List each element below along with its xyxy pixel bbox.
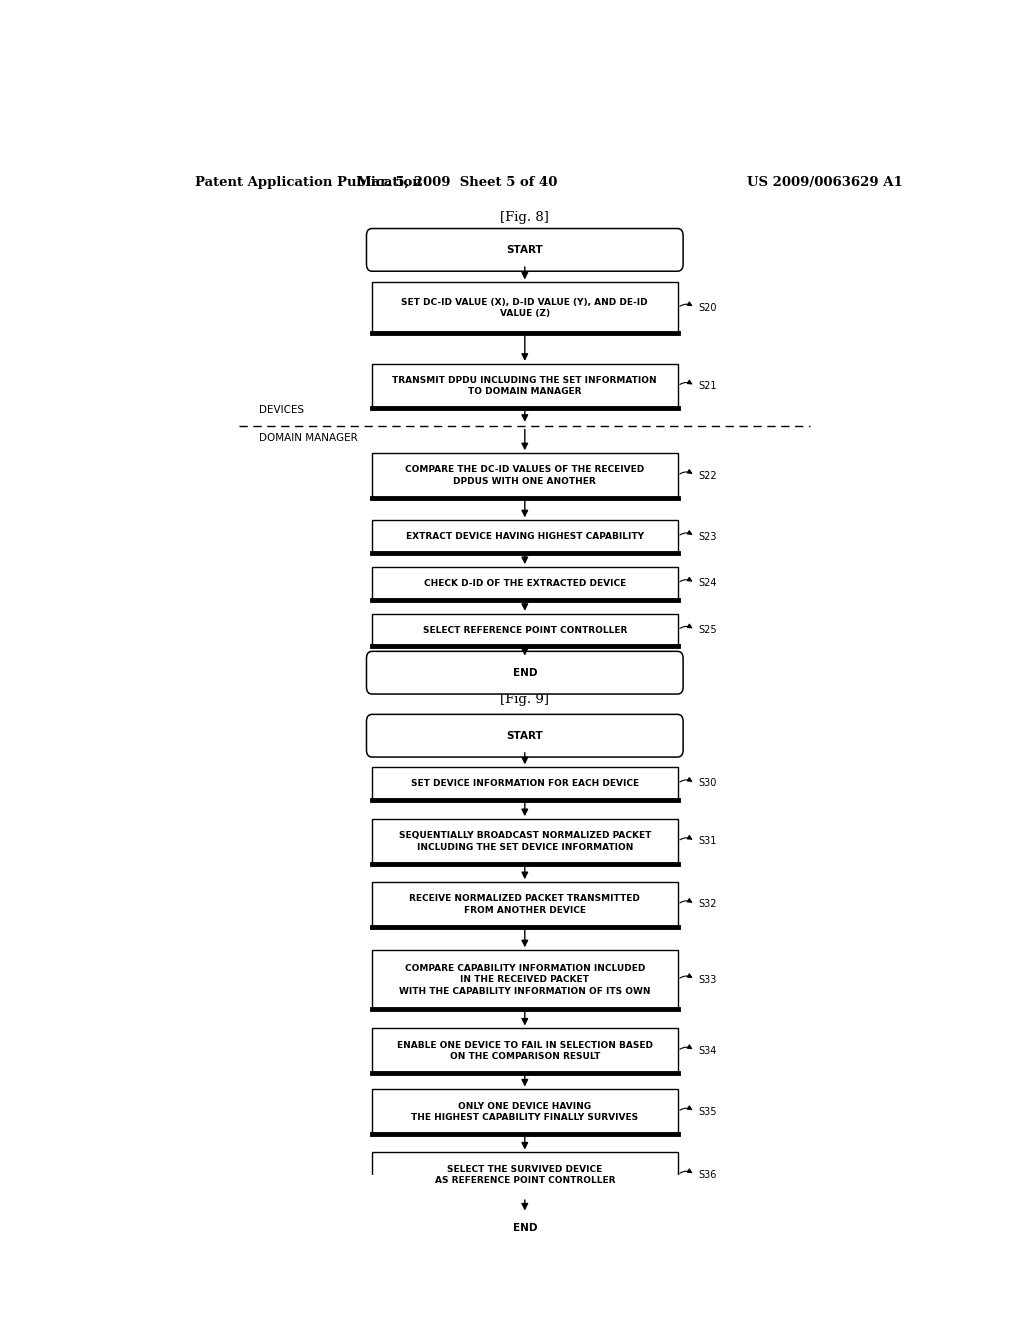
Text: SELECT THE SURVIVED DEVICE
AS REFERENCE POINT CONTROLLER: SELECT THE SURVIVED DEVICE AS REFERENCE … bbox=[434, 1164, 615, 1185]
Text: SEQUENTIALLY BROADCAST NORMALIZED PACKET
INCLUDING THE SET DEVICE INFORMATION: SEQUENTIALLY BROADCAST NORMALIZED PACKET… bbox=[398, 832, 651, 851]
Text: END: END bbox=[513, 668, 537, 677]
Bar bbox=[372, 282, 678, 333]
Text: CHECK D-ID OF THE EXTRACTED DEVICE: CHECK D-ID OF THE EXTRACTED DEVICE bbox=[424, 578, 626, 587]
Bar bbox=[372, 520, 678, 553]
Bar bbox=[372, 364, 678, 408]
Text: RECEIVE NORMALIZED PACKET TRANSMITTED
FROM ANOTHER DEVICE: RECEIVE NORMALIZED PACKET TRANSMITTED FR… bbox=[410, 894, 640, 915]
Text: START: START bbox=[507, 731, 543, 741]
Text: S20: S20 bbox=[698, 302, 717, 313]
Text: DOMAIN MANAGER: DOMAIN MANAGER bbox=[259, 433, 357, 442]
Text: S35: S35 bbox=[698, 1106, 717, 1117]
Text: TRANSMIT DPDU INCLUDING THE SET INFORMATION
TO DOMAIN MANAGER: TRANSMIT DPDU INCLUDING THE SET INFORMAT… bbox=[392, 376, 657, 396]
FancyBboxPatch shape bbox=[367, 651, 683, 694]
Text: ONLY ONE DEVICE HAVING
THE HIGHEST CAPABILITY FINALLY SURVIVES: ONLY ONE DEVICE HAVING THE HIGHEST CAPAB… bbox=[412, 1102, 638, 1122]
Text: COMPARE THE DC-ID VALUES OF THE RECEIVED
DPDUS WITH ONE ANOTHER: COMPARE THE DC-ID VALUES OF THE RECEIVED… bbox=[406, 465, 644, 486]
Text: DEVICES: DEVICES bbox=[259, 404, 304, 414]
Text: EXTRACT DEVICE HAVING HIGHEST CAPABILITY: EXTRACT DEVICE HAVING HIGHEST CAPABILITY bbox=[406, 532, 644, 541]
FancyBboxPatch shape bbox=[367, 1206, 683, 1249]
Text: S33: S33 bbox=[698, 974, 717, 985]
Text: Mar. 5, 2009  Sheet 5 of 40: Mar. 5, 2009 Sheet 5 of 40 bbox=[357, 176, 557, 189]
Text: S23: S23 bbox=[698, 532, 717, 541]
Bar bbox=[372, 1089, 678, 1134]
Text: [Fig. 9]: [Fig. 9] bbox=[501, 693, 549, 706]
Bar bbox=[372, 453, 678, 498]
Bar bbox=[372, 950, 678, 1008]
Bar bbox=[372, 882, 678, 927]
Text: US 2009/0063629 A1: US 2009/0063629 A1 bbox=[748, 176, 903, 189]
Text: START: START bbox=[507, 246, 543, 255]
Bar bbox=[372, 1028, 678, 1073]
Text: S31: S31 bbox=[698, 837, 717, 846]
Bar bbox=[372, 568, 678, 599]
Text: S34: S34 bbox=[698, 1045, 717, 1056]
Text: SELECT REFERENCE POINT CONTROLLER: SELECT REFERENCE POINT CONTROLLER bbox=[423, 626, 627, 635]
Bar bbox=[372, 1152, 678, 1197]
Text: S24: S24 bbox=[698, 578, 717, 589]
Text: S21: S21 bbox=[698, 381, 717, 391]
Text: [Fig. 8]: [Fig. 8] bbox=[501, 211, 549, 224]
Bar bbox=[372, 614, 678, 647]
Text: SET DEVICE INFORMATION FOR EACH DEVICE: SET DEVICE INFORMATION FOR EACH DEVICE bbox=[411, 779, 639, 788]
Text: END: END bbox=[513, 1222, 537, 1233]
Bar bbox=[372, 818, 678, 863]
Text: S36: S36 bbox=[698, 1170, 717, 1180]
Text: S25: S25 bbox=[698, 624, 717, 635]
Text: S30: S30 bbox=[698, 779, 717, 788]
Text: S22: S22 bbox=[698, 470, 717, 480]
Bar bbox=[372, 767, 678, 800]
Text: S32: S32 bbox=[698, 899, 717, 909]
Text: COMPARE CAPABILITY INFORMATION INCLUDED
IN THE RECEIVED PACKET
WITH THE CAPABILI: COMPARE CAPABILITY INFORMATION INCLUDED … bbox=[399, 964, 650, 995]
Text: SET DC-ID VALUE (X), D-ID VALUE (Y), AND DE-ID
VALUE (Z): SET DC-ID VALUE (X), D-ID VALUE (Y), AND… bbox=[401, 297, 648, 318]
Text: ENABLE ONE DEVICE TO FAIL IN SELECTION BASED
ON THE COMPARISON RESULT: ENABLE ONE DEVICE TO FAIL IN SELECTION B… bbox=[396, 1040, 653, 1061]
Text: Patent Application Publication: Patent Application Publication bbox=[196, 176, 422, 189]
FancyBboxPatch shape bbox=[367, 714, 683, 758]
FancyBboxPatch shape bbox=[367, 228, 683, 271]
